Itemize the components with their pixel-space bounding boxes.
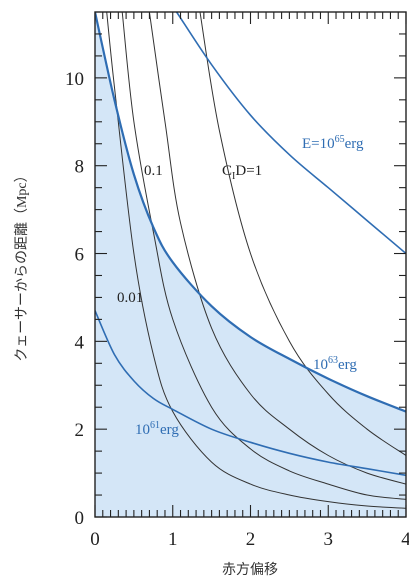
energy-curve-0 <box>175 12 406 255</box>
x-axis-label: 赤方偏移 <box>222 562 278 578</box>
cid-curve-2 <box>121 12 406 500</box>
shaded-region <box>95 12 406 517</box>
x-tick-label: 0 <box>90 529 100 550</box>
label-cid-001: 0.01 <box>117 290 143 306</box>
x-tick-label: 2 <box>246 529 256 550</box>
label-e63: 1063erg <box>313 355 357 373</box>
y-tick-label: 10 <box>65 69 84 90</box>
ticks <box>94 12 407 518</box>
x-tick-label: 1 <box>168 529 178 550</box>
label-e61: 1061erg <box>135 420 179 438</box>
cid-curve-3 <box>106 12 406 509</box>
label-e65: E=1065erg <box>302 134 364 152</box>
energy-curves <box>95 12 406 477</box>
fill-layer <box>95 12 406 517</box>
plot-frame <box>94 11 407 518</box>
y-tick-label: 6 <box>75 245 85 266</box>
y-tick-label: 0 <box>75 508 85 529</box>
cid-curve-0 <box>199 12 406 456</box>
y-axis-label: クェーサーからの距離（Mpc） <box>13 168 30 361</box>
energy-curve-2 <box>95 310 406 477</box>
x-tick-label: 3 <box>324 529 334 550</box>
label-cid-1: CID=1 <box>222 163 262 182</box>
tick-labels: 0 1 2 3 4 0 2 4 6 8 10 <box>65 69 409 550</box>
x-tick-label: 4 <box>401 529 409 550</box>
label-cid-01: 0.1 <box>144 163 163 179</box>
energy-curve-1 <box>95 12 406 413</box>
y-tick-label: 4 <box>75 332 85 353</box>
y-tick-label: 2 <box>75 420 85 441</box>
y-tick-label: 8 <box>75 157 85 178</box>
